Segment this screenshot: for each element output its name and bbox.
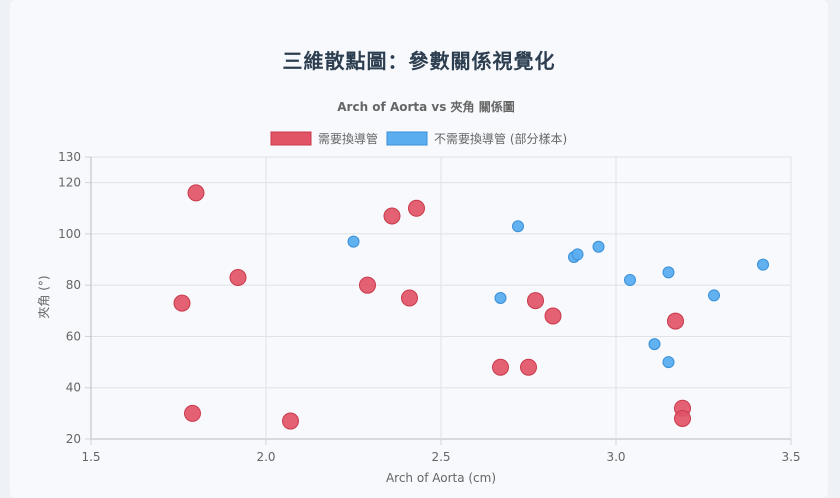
data-point-catheter-change[interactable]: [184, 404, 201, 422]
data-point-catheter-change[interactable]: [383, 207, 401, 225]
y-axis-ticks: 20 40 60 80 100 120 130: [58, 150, 81, 446]
legend-swatch: [386, 131, 428, 146]
y-tick-label: 80: [66, 278, 81, 292]
data-point-no-catheter-change[interactable]: [592, 240, 605, 253]
data-point-catheter-change[interactable]: [520, 358, 537, 376]
data-point-catheter-change[interactable]: [408, 199, 425, 217]
data-point-catheter-change[interactable]: [173, 294, 191, 312]
x-axis-title: Arch of Aorta (cm): [386, 471, 496, 485]
y-tick-label: 40: [66, 381, 81, 395]
data-point-no-catheter-change[interactable]: [648, 338, 661, 351]
data-point-catheter-change[interactable]: [492, 358, 509, 376]
chart-title: Arch of Aorta vs 夾角 關係圖: [337, 99, 514, 114]
data-point-catheter-change[interactable]: [544, 307, 562, 325]
y-axis-title: 夾角 (°): [37, 275, 51, 318]
x-tick-label: 1.5: [81, 450, 100, 464]
y-tick-label: 100: [58, 227, 81, 241]
data-point-catheter-change[interactable]: [401, 289, 418, 307]
legend-item-catheter-change[interactable]: 需要換導管: [270, 131, 378, 146]
data-point-no-catheter-change[interactable]: [347, 235, 360, 248]
data-point-catheter-change[interactable]: [667, 312, 684, 330]
y-tick-label: 120: [58, 176, 81, 190]
legend-label: 需要換導管: [318, 131, 378, 146]
x-tick-label: 3.5: [781, 450, 800, 464]
y-tick-label: 60: [66, 329, 81, 343]
data-point-catheter-change[interactable]: [359, 276, 376, 294]
data-point-no-catheter-change[interactable]: [662, 266, 675, 279]
legend-item-no-catheter-change[interactable]: 不需要換導管 (部分樣本): [386, 131, 567, 146]
x-axis-ticks: 1.5 2.0 2.5 3.0 3.5: [81, 450, 800, 464]
data-point-catheter-change[interactable]: [229, 268, 247, 286]
data-point-catheter-change[interactable]: [674, 409, 691, 427]
data-point-no-catheter-change[interactable]: [708, 289, 720, 302]
legend-label: 不需要換導管 (部分樣本): [434, 131, 567, 146]
y-tick-label: 20: [66, 432, 81, 446]
legend-swatch: [270, 131, 312, 146]
page-title: 三維散點圖：參數關係視覺化: [282, 49, 556, 73]
data-point-catheter-change[interactable]: [187, 184, 205, 202]
x-tick-label: 2.0: [256, 450, 275, 464]
x-tick-label: 2.5: [431, 450, 450, 464]
data-point-catheter-change[interactable]: [282, 412, 299, 430]
x-tick-label: 3.0: [606, 450, 625, 464]
data-point-no-catheter-change[interactable]: [494, 292, 507, 304]
y-tick-label: 130: [58, 150, 81, 164]
data-point-no-catheter-change[interactable]: [757, 258, 769, 271]
data-point-no-catheter-change[interactable]: [512, 220, 524, 233]
chart-card: [10, 0, 828, 498]
data-points: [173, 184, 769, 430]
legend: 需要換導管 不需要換導管 (部分樣本): [270, 131, 567, 146]
data-point-catheter-change[interactable]: [527, 292, 544, 310]
data-point-no-catheter-change[interactable]: [624, 274, 636, 287]
grid-lines: [85, 156, 792, 445]
data-point-no-catheter-change[interactable]: [571, 248, 584, 261]
data-point-no-catheter-change[interactable]: [662, 356, 675, 369]
